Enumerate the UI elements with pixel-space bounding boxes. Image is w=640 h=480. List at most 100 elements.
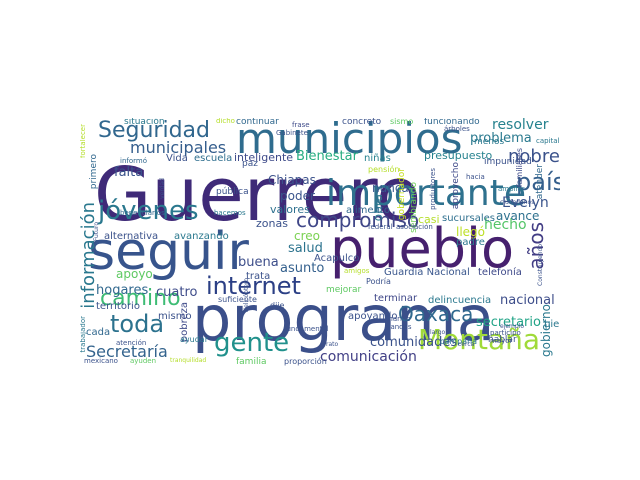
word-guardia-nacional: Guardia Nacional: [384, 267, 470, 278]
word-cloud: Guerrero programa pueblo seguir municipios im…: [80, 118, 560, 370]
word-delincuencia: delincuencia: [428, 295, 492, 306]
word-secretaría: Secretaría: [86, 342, 168, 361]
word-comunicación: comunicación: [320, 349, 417, 365]
word-municipios: municipios: [236, 118, 463, 163]
word-hacemos: hacemos: [214, 209, 246, 217]
word-resolver: resolver: [492, 118, 549, 133]
word-hecho: hecho: [484, 217, 527, 233]
word-camino: camino: [100, 286, 181, 311]
word-alternativa: alternativa: [104, 231, 159, 242]
word-buena: buena: [238, 255, 279, 270]
word-impunidad: impunidad: [484, 157, 532, 167]
word-trabajador: trabajador: [80, 316, 87, 353]
word-apoyo: apoyo: [116, 267, 153, 281]
word-internet: internet: [206, 272, 301, 300]
word-gobierno: gobierno: [539, 304, 553, 357]
word-asociación: asociación: [396, 223, 433, 231]
word-pública: pública: [216, 187, 249, 197]
word-largo: largo: [430, 329, 446, 336]
word-mejorar: mejorar: [326, 285, 362, 295]
word-funcionando: funcionando: [424, 118, 480, 127]
word-campaña: campaña: [440, 337, 478, 346]
word-nobre: nobre: [508, 146, 560, 167]
word-ejemplo: ejemplo: [500, 323, 525, 330]
word-rato: rato: [326, 341, 339, 348]
word-cerca: cerca: [458, 341, 475, 348]
word-marino: marino: [386, 315, 411, 323]
word-valores: valores: [270, 203, 310, 216]
word-mexicano: mexicano: [84, 357, 118, 365]
word-jóvenes: jóvenes: [98, 196, 199, 226]
word-oaxaca: Oaxaca: [398, 302, 474, 326]
word-fundamental: fundamental: [284, 325, 329, 333]
word-situación: situación: [124, 118, 165, 127]
word-atender: atender: [535, 164, 545, 200]
word-padre: padre: [456, 237, 485, 248]
word-pensión: pensión: [368, 165, 400, 174]
word-zonas: zonas: [256, 217, 288, 230]
word-futuro: Futuro: [93, 222, 100, 242]
word-municipales: municipales: [130, 138, 227, 157]
word-guerrero: Guerrero: [94, 152, 422, 238]
word-niñas: niñas: [364, 153, 391, 164]
word-verdad: verdad: [159, 178, 166, 199]
word-nunca: nunca: [372, 181, 409, 195]
word-acapulco: Acapulco: [314, 253, 360, 264]
word-falta: falta: [114, 165, 144, 180]
word-alimento: alimento: [346, 205, 390, 216]
word-bandas: bandas: [386, 323, 412, 331]
word-casi: casi: [418, 213, 440, 226]
word-hogares: hogares: [96, 283, 149, 298]
word-gabinete: Gabinete: [276, 129, 308, 137]
word-problema: problema: [470, 131, 532, 146]
word-seguridad: Seguridad: [98, 118, 210, 143]
word-construyendo: Construyendo: [537, 244, 544, 286]
word-aprovecho: aprovecho: [451, 162, 461, 210]
word-evelyn: Evelyn: [502, 195, 549, 211]
word-dicho: dicho: [216, 118, 235, 125]
word-familiares: familiares: [515, 148, 524, 188]
word-compromiso: compromiso: [296, 208, 420, 232]
word-hacia: hacia: [466, 173, 485, 181]
word-podría: Podría: [366, 277, 391, 286]
word-proporción: proporción: [284, 357, 327, 366]
word-familia: familia: [236, 357, 267, 367]
word-secretario: secretario: [476, 315, 541, 330]
word-dije: dije: [270, 301, 285, 310]
word-bien: bien: [544, 319, 560, 330]
word-mayor: mayor: [490, 337, 513, 345]
word-asunto: asunto: [280, 261, 325, 276]
word-amigos: amigos: [344, 267, 370, 275]
word-comunidades: comunidades: [370, 335, 458, 350]
word-avanzando: avanzando: [174, 231, 229, 242]
word-telefonía: telefonía: [478, 267, 522, 278]
word-avance: avance: [496, 209, 540, 223]
word-apoyando: apoyando: [348, 311, 398, 322]
word-país: país: [516, 168, 560, 196]
word-montaña: Montaña: [418, 323, 541, 356]
word-trata: trata: [246, 271, 271, 282]
word-participo: participo: [490, 329, 521, 337]
word-poder: poder: [280, 189, 315, 203]
word-informó: informó: [120, 157, 147, 165]
word-gobernador: gobernador: [397, 168, 407, 221]
word-cuatro: cuatro: [156, 285, 198, 300]
word-ayudar: ayudar: [180, 335, 208, 344]
word-bienestar: Bienestar: [296, 149, 358, 164]
word-salud: salud: [288, 241, 323, 256]
word-tranquilidad: tranquilidad: [170, 357, 207, 364]
word-gente: gente: [214, 328, 290, 358]
word-beneficiarios: beneficiarios: [120, 209, 165, 217]
word-terminar: terminar: [374, 293, 418, 304]
word-capital: capital: [536, 137, 560, 145]
word-escuela: escuela: [194, 153, 233, 164]
word-árboles: árboles: [444, 125, 470, 133]
word-hablar: hablar: [488, 335, 517, 345]
word-helicóptero: Helicóptero: [243, 278, 250, 313]
word-vida: Vida: [166, 153, 188, 164]
word-menos: menos: [474, 137, 505, 147]
word-creo: creo: [294, 229, 320, 243]
word-inteligente: inteligente: [234, 151, 294, 164]
word-federal: federal: [368, 223, 393, 231]
word-sismo: sismo: [390, 118, 414, 126]
